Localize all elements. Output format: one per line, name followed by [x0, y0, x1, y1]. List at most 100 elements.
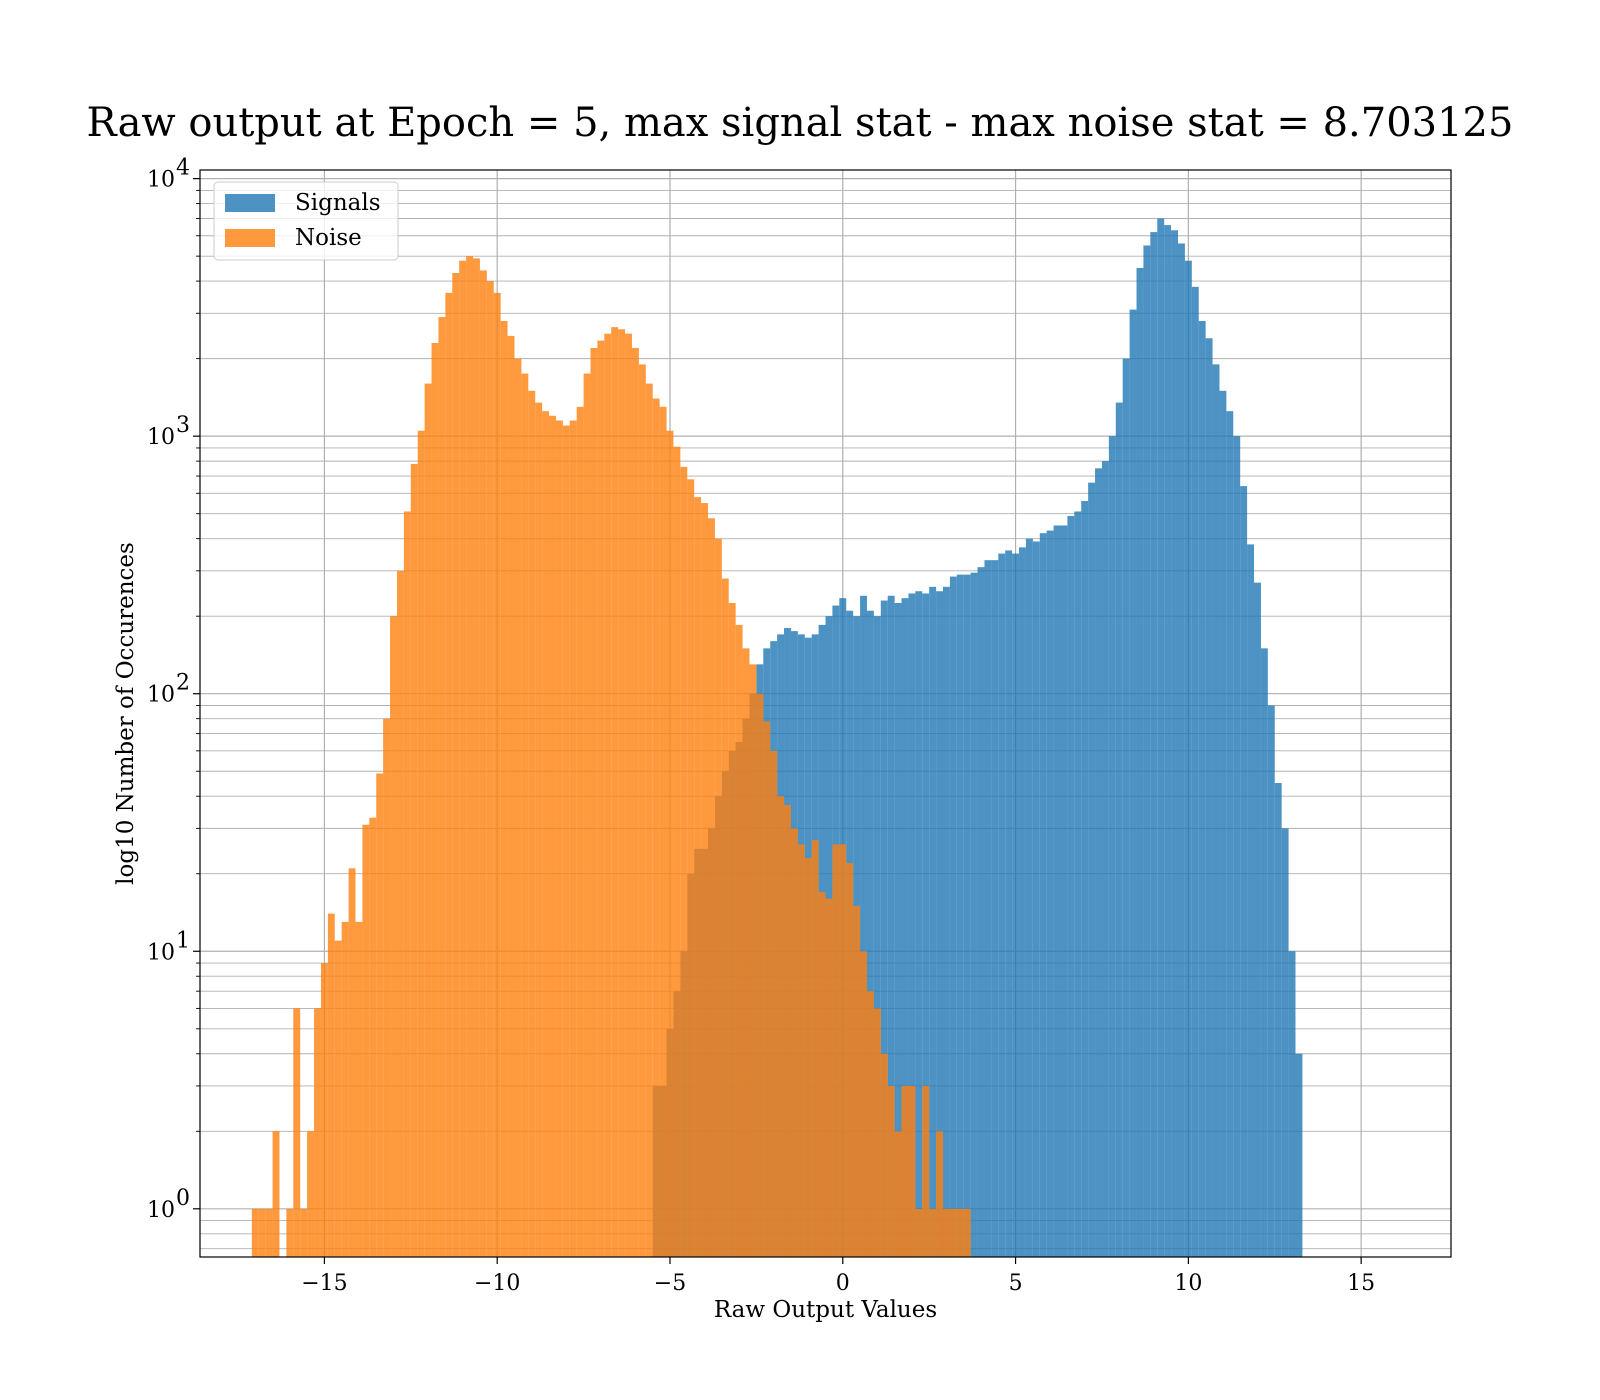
- y-tick-exponent: 0: [176, 1186, 190, 1211]
- signals-bar: [908, 593, 916, 1257]
- noise-bar: [535, 402, 543, 1258]
- noise-bar: [749, 664, 757, 1257]
- noise-bar: [631, 347, 639, 1257]
- noise-bar: [417, 430, 425, 1258]
- noise-bar: [362, 824, 370, 1257]
- signals-bar: [963, 574, 971, 1257]
- noise-bar: [369, 817, 377, 1257]
- signals-bar: [1081, 501, 1089, 1257]
- x-axis-label: Raw Output Values: [714, 1297, 937, 1323]
- noise-bar: [466, 256, 474, 1257]
- signals-bar: [1288, 951, 1296, 1257]
- signals-bar: [936, 591, 943, 1257]
- noise-bar: [459, 260, 467, 1258]
- signals-bar: [956, 574, 964, 1257]
- signals-bar: [915, 591, 923, 1257]
- signals-bar: [1088, 482, 1096, 1257]
- signals-bar: [1067, 515, 1075, 1257]
- noise-bar: [770, 750, 778, 1257]
- noise-bar: [486, 281, 494, 1257]
- chart-title: Raw output at Epoch = 5, max signal stat…: [86, 100, 1514, 146]
- noise-bar: [265, 1208, 273, 1257]
- noise-bar: [894, 1131, 902, 1257]
- x-tick-label: −15: [301, 1271, 347, 1296]
- noise-bar: [866, 991, 874, 1257]
- legend-swatch-noise: [225, 229, 275, 247]
- noise-bar: [376, 773, 384, 1257]
- noise-bar: [300, 1208, 308, 1257]
- signals-bar: [977, 567, 985, 1257]
- noise-bar: [645, 383, 653, 1257]
- noise-bar: [742, 648, 750, 1257]
- signals-bar: [991, 560, 999, 1257]
- noise-bar: [562, 425, 570, 1257]
- noise-bar: [514, 358, 522, 1257]
- noise-bar: [901, 1085, 909, 1257]
- signals-bar: [1115, 402, 1123, 1258]
- noise-bar: [701, 503, 709, 1258]
- legend-label-noise: Noise: [295, 225, 362, 251]
- noise-bar: [756, 693, 764, 1257]
- signals-bar: [1281, 828, 1289, 1257]
- noise-bar: [638, 364, 646, 1257]
- noise-bar: [887, 1085, 895, 1257]
- noise-bar: [611, 327, 619, 1257]
- signals-bar: [922, 593, 930, 1257]
- noise-bar: [804, 858, 812, 1257]
- signals-bar: [1164, 225, 1172, 1258]
- noise-bar: [604, 333, 612, 1257]
- signals-bar: [1032, 541, 1040, 1257]
- noise-bar: [777, 796, 785, 1257]
- noise-bar: [673, 446, 681, 1257]
- noise-bar: [341, 921, 349, 1257]
- signals-bar: [873, 616, 881, 1257]
- noise-bar: [500, 320, 508, 1257]
- signals-bar: [901, 598, 909, 1257]
- signals-bar: [1108, 436, 1116, 1257]
- signals-bar: [887, 595, 895, 1257]
- noise-bar: [797, 844, 805, 1257]
- noise-bar: [521, 373, 529, 1257]
- noise-bar: [625, 333, 632, 1257]
- noise-bar: [694, 497, 702, 1257]
- noise-bar: [618, 329, 626, 1257]
- legend-swatch-signals: [225, 194, 275, 212]
- noise-bar: [251, 1208, 259, 1257]
- noise-bar: [334, 940, 342, 1257]
- noise-bar: [576, 406, 584, 1257]
- x-tick-label: 10: [1174, 1271, 1202, 1296]
- noise-bar: [549, 415, 556, 1258]
- x-tick-label: −5: [654, 1271, 686, 1296]
- noise-bar: [956, 1208, 964, 1257]
- signals-bar: [1226, 411, 1234, 1257]
- signals-bar: [1143, 245, 1151, 1258]
- signals-bar: [1122, 358, 1130, 1257]
- x-tick-label: 5: [1009, 1271, 1023, 1296]
- y-tick-label: 10: [147, 1198, 175, 1223]
- signals-bar: [1219, 390, 1227, 1258]
- noise-bar: [929, 1208, 937, 1257]
- noise-bar: [860, 951, 867, 1257]
- x-axis-ticks: −15 −10 −5 0 5 10 15: [301, 1257, 1375, 1296]
- y-tick-exponent: 2: [176, 671, 190, 696]
- noise-bar: [383, 718, 391, 1257]
- signals-bar: [1039, 533, 1047, 1257]
- noise-bar: [555, 420, 563, 1257]
- noise-bar: [680, 466, 688, 1257]
- noise-bar: [327, 913, 335, 1257]
- signals-bar: [1177, 243, 1185, 1258]
- y-tick-exponent: 3: [176, 413, 190, 438]
- noise-bar: [922, 1085, 930, 1257]
- signals-bar: [1060, 525, 1068, 1257]
- noise-bar: [590, 347, 598, 1257]
- noise-bar: [438, 317, 446, 1257]
- signals-bar: [998, 553, 1006, 1257]
- signals-bar: [1260, 648, 1268, 1257]
- noise-bar: [880, 1053, 888, 1257]
- noise-bars: [251, 256, 971, 1258]
- legend: Signals Noise: [213, 181, 399, 261]
- signals-bar: [949, 576, 957, 1257]
- noise-bar: [949, 1208, 957, 1257]
- signals-bar: [1053, 525, 1061, 1257]
